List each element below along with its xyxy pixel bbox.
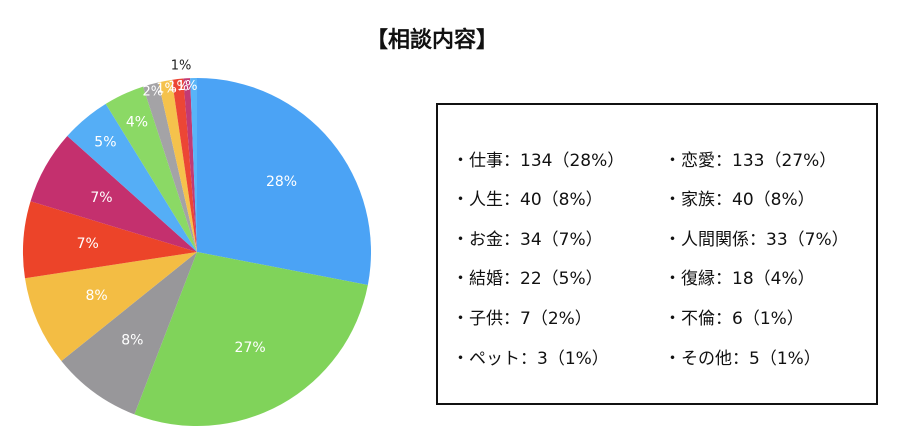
pie-slice bbox=[30, 136, 197, 252]
legend-item-relationships: ・人間関係：33（7%） bbox=[664, 230, 849, 250]
pie-slice bbox=[105, 86, 197, 252]
legend-item-children: ・子供：7（2%） bbox=[452, 309, 592, 329]
pie-slice bbox=[24, 252, 198, 361]
legend-box: ・仕事：134（28%） ・恋愛：133（27%） ・人生：40（8%） ・家族… bbox=[436, 103, 878, 405]
pie-slice bbox=[197, 78, 372, 285]
pie-slice bbox=[190, 78, 197, 252]
slice-percent-label: 7% bbox=[90, 190, 112, 206]
slice-percent-label: 1% bbox=[156, 81, 177, 96]
pie-slice bbox=[143, 82, 197, 252]
slice-percent-label: 8% bbox=[121, 333, 143, 349]
slice-percent-label: 2% bbox=[142, 85, 163, 100]
legend-item-life: ・人生：40（8%） bbox=[452, 190, 603, 210]
chart-title: 【相談内容】 bbox=[365, 28, 498, 53]
slice-percent-label: 8% bbox=[85, 288, 107, 304]
legend-item-pet: ・ペット：3（1%） bbox=[452, 349, 609, 369]
pie-slice bbox=[158, 79, 197, 252]
legend-item-love: ・恋愛：133（27%） bbox=[664, 151, 837, 171]
legend-item-marriage: ・結婚：22（5%） bbox=[452, 269, 603, 289]
pie-slice bbox=[183, 78, 197, 252]
legend-item-family: ・家族：40（8%） bbox=[664, 190, 815, 210]
legend-item-affair: ・不倫：6（1%） bbox=[664, 309, 804, 329]
slice-percent-label: 7% bbox=[77, 236, 99, 252]
pie-slice bbox=[22, 201, 198, 279]
slice-percent-label: 1% bbox=[177, 79, 198, 94]
legend-item-work: ・仕事：134（28%） bbox=[452, 151, 625, 171]
slice-percent-label: 1% bbox=[171, 59, 192, 74]
slice-percent-label: 5% bbox=[94, 135, 116, 151]
pie-slice bbox=[171, 78, 197, 252]
slice-percent-label: 1% bbox=[168, 80, 189, 95]
pie-slice bbox=[67, 103, 197, 252]
slice-percent-label: 4% bbox=[126, 115, 148, 131]
pie-slice bbox=[61, 252, 198, 415]
legend-item-other: ・その他：5（1%） bbox=[664, 349, 821, 369]
pie-slice bbox=[134, 252, 368, 427]
slice-percent-label: 28% bbox=[266, 174, 297, 190]
slice-percent-label: 27% bbox=[235, 340, 266, 356]
legend-item-money: ・お金：34（7%） bbox=[452, 230, 603, 250]
pie-chart: 28%27%8%8%7%7%5%4%2%1%1%1%1% bbox=[22, 59, 372, 427]
legend-item-reunion: ・復縁：18（4%） bbox=[664, 269, 815, 289]
